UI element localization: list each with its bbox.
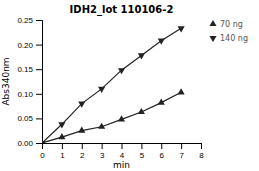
point bbox=[58, 133, 65, 139]
y-axis-tick: 0.10 bbox=[17, 90, 42, 99]
y-axis-tick-label: 0.20 bbox=[17, 41, 33, 50]
y-axis-tick: 0.15 bbox=[17, 65, 42, 74]
y-axis-tick: 0.20 bbox=[17, 41, 42, 50]
y-axis-tick: 0.25 bbox=[17, 16, 42, 25]
point bbox=[118, 68, 125, 74]
chart: 0 1 2 3 4 5 6 7 8 0.00 0.05 0.10 0.15 0.20 0.25 IDH2_lo… bbox=[0, 0, 259, 171]
point bbox=[42, 141, 46, 143]
y-axis-line bbox=[36, 21, 43, 144]
point bbox=[78, 102, 85, 108]
x-axis-tick-label: 0 bbox=[40, 151, 45, 160]
x-axis-tick-label: 6 bbox=[160, 151, 165, 160]
x-axis-tick-label: 7 bbox=[179, 151, 184, 160]
point bbox=[78, 127, 85, 133]
x-axis-tick: 7 bbox=[179, 143, 184, 160]
marks bbox=[42, 26, 185, 143]
title: IDH2_lot 110106-2 bbox=[70, 4, 174, 16]
y-axis-tick: 0.00 bbox=[17, 139, 42, 148]
legend-symbol bbox=[209, 20, 216, 26]
x-axis-tick-mark bbox=[141, 143, 142, 149]
x-axis-tick: 4 bbox=[120, 143, 125, 160]
x-axis-tick-label: 5 bbox=[140, 151, 145, 160]
legend-symbol bbox=[209, 36, 216, 42]
point bbox=[58, 122, 65, 128]
y-axis-tick-mark bbox=[36, 143, 42, 144]
y-axis-tick-mark bbox=[36, 118, 42, 119]
point bbox=[138, 108, 145, 114]
x-axis-tick-label: 1 bbox=[60, 151, 65, 160]
x-axis-tick: 8 bbox=[199, 143, 204, 160]
y-axis-tick-label: 0.15 bbox=[17, 65, 33, 74]
y-axis-tick-label: 0.00 bbox=[17, 139, 33, 148]
legend-item: 140 ng bbox=[209, 34, 248, 43]
point bbox=[178, 26, 185, 32]
x-axis-title: min bbox=[113, 160, 130, 170]
x-axis-tick: 5 bbox=[140, 143, 145, 160]
x-axis-tick-mark bbox=[102, 143, 103, 149]
x-axis-tick-label: 4 bbox=[120, 151, 125, 160]
point bbox=[178, 88, 185, 94]
x-axis-tick-mark bbox=[201, 143, 202, 149]
series-line bbox=[42, 28, 181, 143]
y-axis: 0.00 0.05 0.10 0.15 0.20 0.25 bbox=[17, 16, 42, 148]
y-axis-tick-mark bbox=[36, 20, 42, 21]
y-axis-tick-mark bbox=[36, 69, 42, 70]
x-axis-tick: 0 bbox=[40, 143, 45, 160]
plot-area: 0 1 2 3 4 5 6 7 8 0.00 0.05 0.10 0.15 0.20 0.25 bbox=[17, 16, 204, 160]
x-axis-tick-mark bbox=[181, 143, 182, 149]
y-axis-title: Abs340nm bbox=[1, 57, 11, 105]
x-axis-tick: 6 bbox=[160, 143, 165, 160]
y-axis-tick-mark bbox=[36, 45, 42, 46]
point bbox=[138, 53, 145, 59]
y-axis-tick-label: 0.05 bbox=[17, 114, 33, 123]
point bbox=[98, 123, 105, 129]
legend-item: 70 ng bbox=[209, 20, 242, 29]
point bbox=[118, 115, 125, 121]
series-line bbox=[42, 92, 181, 143]
x-axis: 0 1 2 3 4 5 6 7 8 bbox=[40, 143, 204, 160]
point bbox=[158, 99, 165, 105]
legend: 70 ng 140 ng bbox=[209, 20, 248, 43]
x-axis-tick-label: 2 bbox=[80, 151, 85, 160]
x-axis-tick: 2 bbox=[80, 143, 85, 160]
y-axis-tick-label: 0.10 bbox=[17, 90, 33, 99]
y-axis-tick-label: 0.25 bbox=[17, 16, 33, 25]
legend-label: 70 ng bbox=[220, 20, 243, 29]
x-axis-tick-mark bbox=[122, 143, 123, 149]
point bbox=[98, 87, 105, 93]
x-axis-tick-mark bbox=[82, 143, 83, 149]
x-axis-tick-mark bbox=[161, 143, 162, 149]
x-axis-tick: 1 bbox=[60, 143, 65, 160]
x-axis-tick-label: 8 bbox=[199, 151, 204, 160]
x-axis-line bbox=[43, 144, 202, 150]
y-axis-tick-mark bbox=[36, 94, 42, 95]
point bbox=[158, 39, 165, 45]
y-axis-tick: 0.05 bbox=[17, 114, 42, 123]
x-axis-tick: 3 bbox=[100, 143, 105, 160]
x-axis-tick-mark bbox=[62, 143, 63, 149]
legend-label: 140 ng bbox=[220, 34, 248, 43]
x-axis-tick-label: 3 bbox=[100, 151, 105, 160]
